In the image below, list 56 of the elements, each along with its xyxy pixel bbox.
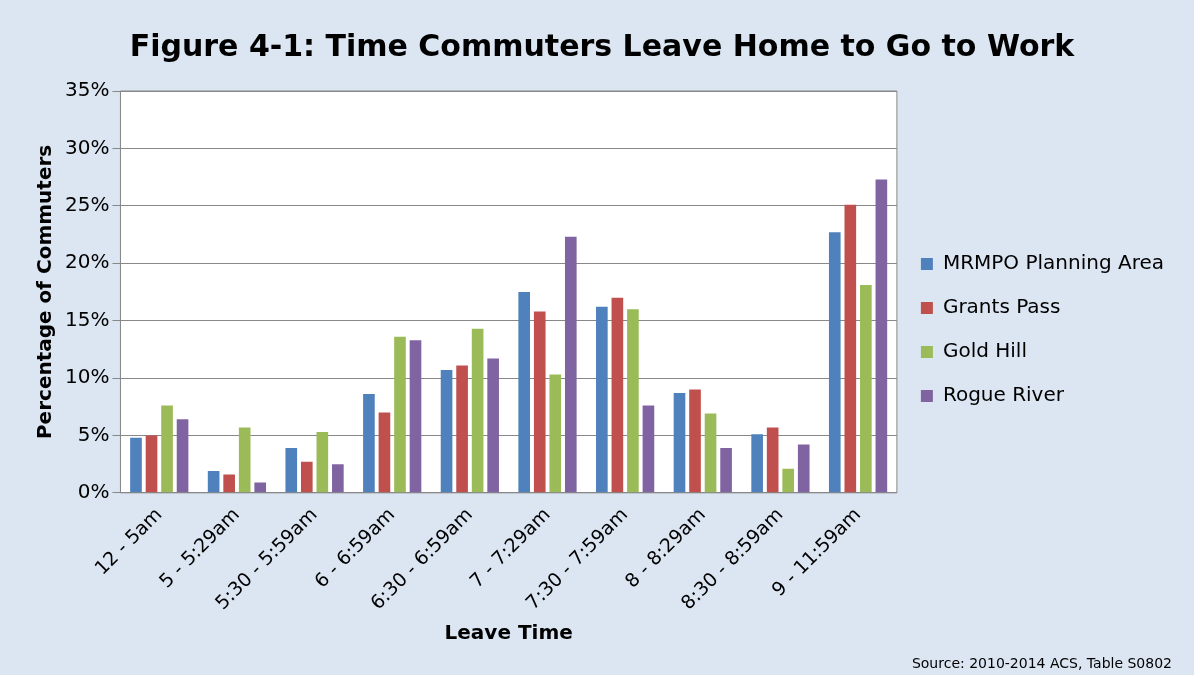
bar (316, 431, 329, 493)
y-tick-label: 35% (65, 77, 110, 102)
bar (394, 336, 406, 493)
legend-label: Rogue River (942, 382, 1065, 407)
bar (673, 392, 686, 493)
y-tick-label: 0% (77, 479, 110, 504)
bar (332, 464, 344, 493)
bar (627, 309, 639, 493)
bar (440, 369, 453, 493)
bar (145, 435, 158, 493)
legend-label: Grants Pass (942, 294, 1061, 319)
bar (751, 434, 763, 493)
bar (285, 448, 298, 493)
bar (378, 412, 391, 493)
bar (238, 427, 251, 493)
bar (487, 358, 499, 493)
bar (720, 448, 732, 493)
bar (828, 232, 841, 493)
chart-title: Figure 4-1: Time Commuters Leave Home to Go to Work (129, 27, 1076, 63)
y-axis-title: Percentage of Commuters (32, 144, 57, 440)
bar (533, 311, 546, 493)
bar (409, 340, 422, 493)
y-tick-label: 25% (65, 192, 110, 217)
y-tick-label: 15% (65, 306, 110, 331)
bar (860, 285, 872, 493)
bar (704, 413, 717, 493)
bar (223, 474, 235, 493)
bar (161, 405, 173, 493)
bar (689, 389, 701, 493)
x-axis-title: Leave Time (444, 620, 573, 645)
y-tick-label: 10% (65, 364, 110, 389)
bar (130, 437, 142, 493)
bar (611, 297, 624, 493)
legend-label: MRMPO Planning Area (942, 250, 1165, 275)
bar (875, 179, 888, 493)
bar (797, 444, 810, 493)
bar (207, 471, 220, 493)
bar (300, 461, 313, 493)
bar (549, 374, 562, 493)
source-note: Source: 2010-2014 ACS, Table S0802 (911, 655, 1172, 671)
bar (254, 482, 267, 493)
legend-label: Gold Hill (942, 338, 1027, 363)
bar (176, 419, 189, 493)
y-tick-label: 5% (77, 421, 110, 446)
bar (471, 328, 484, 493)
bar (564, 236, 577, 493)
bar (766, 427, 779, 493)
y-tick-label: 30% (65, 134, 110, 159)
bar (844, 204, 857, 493)
bar (363, 394, 375, 493)
bar (782, 468, 795, 493)
bar (518, 291, 531, 493)
y-tick-label: 20% (65, 249, 110, 274)
bar (642, 405, 655, 493)
bar (456, 365, 468, 493)
bar (596, 306, 608, 493)
